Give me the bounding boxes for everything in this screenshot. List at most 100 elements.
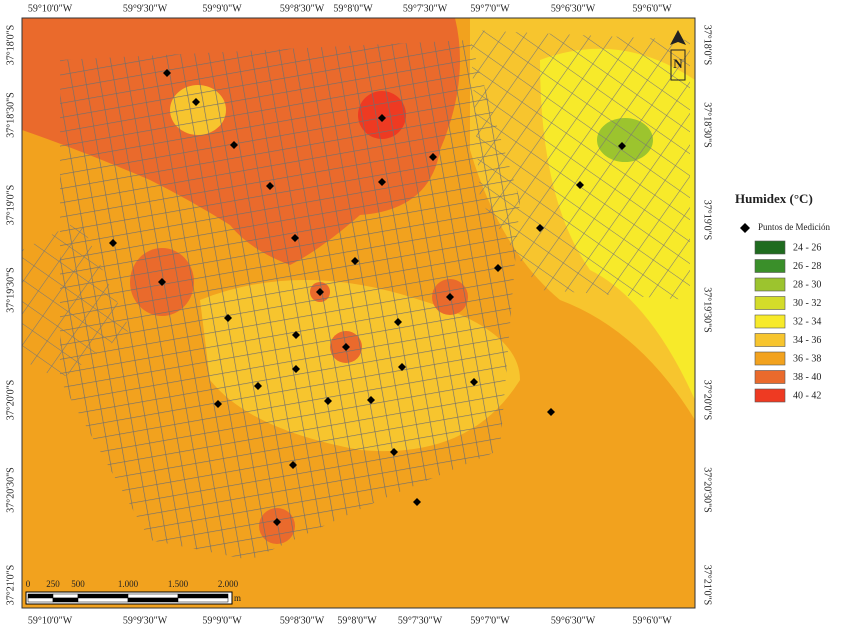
north-arrow: N (670, 30, 686, 81)
measurement-point (547, 408, 555, 416)
left-coord-label: 37°18'30"S (5, 92, 16, 137)
measurement-point (378, 178, 386, 186)
scale-label: 0 (26, 579, 31, 589)
scale-segment (127, 597, 179, 603)
legend-swatch (754, 277, 786, 292)
legend-swatch (754, 314, 786, 329)
right-coord-label: 37°20'30"S (702, 467, 713, 512)
measurement-point (109, 239, 117, 247)
top-coord-label: 59°8'30"W (280, 3, 325, 14)
scale-segment (177, 593, 229, 599)
legend-swatch (754, 259, 786, 273)
scale-segment (27, 593, 54, 599)
legend-title: Humidex (°C) (735, 191, 813, 206)
measurement-point (536, 224, 544, 232)
measurement-point (470, 378, 478, 386)
legend-label: 38 - 40 (793, 372, 821, 383)
map-frame (21, 17, 696, 609)
top-coord-label: 59°7'30"W (403, 3, 448, 14)
left-coord-label: 37°20'30"S (5, 467, 16, 512)
legend-label: 40 - 42 (793, 390, 821, 401)
measurement-point (292, 365, 300, 373)
top-coord-label: 59°8'0"W (333, 3, 373, 14)
left-coord-label: 37°20'0"S (5, 380, 16, 420)
measurement-point (618, 142, 626, 150)
measurement-point (254, 382, 262, 390)
legend-label: 30 - 32 (793, 298, 821, 309)
bottom-coord-label: 59°9'30"W (123, 615, 168, 626)
measurement-point (291, 234, 299, 242)
scale-segment (27, 597, 54, 603)
top-coord-label: 59°9'30"W (123, 3, 168, 14)
measurement-point (378, 114, 386, 122)
scale-label: 2.000 (218, 579, 239, 589)
measurement-point (266, 182, 274, 190)
bottom-coord-label: 59°6'0"W (632, 615, 672, 626)
measurement-point (158, 278, 166, 286)
left-coord-label: 37°19'30"S (5, 267, 16, 312)
measurement-point (192, 98, 200, 106)
bottom-coord-label: 59°7'0"W (470, 615, 510, 626)
measurement-points (109, 69, 626, 526)
legend-swatch (754, 370, 786, 384)
scale-label: 1.500 (168, 579, 189, 589)
legend-label: 28 - 30 (793, 279, 821, 290)
measurement-point (224, 314, 232, 322)
measurement-point (214, 400, 222, 408)
legend-swatch (754, 296, 786, 310)
left-coord-label: 37°19'0"S (5, 185, 16, 225)
bottom-coord-label: 59°7'30"W (398, 615, 443, 626)
scale-bar: 0 250 500 1.000 1.500 2.000 m (25, 579, 241, 605)
legend-label: 36 - 38 (793, 353, 821, 364)
bottom-coord-label: 59°6'30"W (551, 615, 596, 626)
measurement-point (316, 288, 324, 296)
scale-segment (77, 593, 129, 599)
north-label: N (673, 56, 683, 71)
right-coord-label: 37°18'30"S (702, 102, 713, 147)
legend-label: 34 - 36 (793, 335, 821, 346)
legend-point-symbol (740, 223, 750, 233)
scale-label: 1.000 (118, 579, 139, 589)
measurement-point (324, 397, 332, 405)
legend-label: 32 - 34 (793, 316, 821, 327)
right-coord-label: 37°18'0"S (702, 25, 713, 65)
left-coord-label: 37°21'0"S (5, 565, 16, 605)
left-coord-label: 37°18'0"S (5, 25, 16, 65)
top-coord-label: 59°6'30"W (551, 3, 596, 14)
scale-segment (52, 597, 79, 603)
scale-label: 250 (46, 579, 60, 589)
scale-unit: m (234, 593, 241, 603)
measurement-point (576, 181, 584, 189)
legend-label: 26 - 28 (793, 261, 821, 272)
map-body (22, 18, 695, 608)
measurement-point (289, 461, 297, 469)
legend-swatch (754, 351, 786, 366)
measurement-point (494, 264, 502, 272)
right-coord-label: 37°19'0"S (702, 200, 713, 240)
legend-label: 24 - 26 (793, 242, 821, 253)
bottom-coord-label: 59°8'30"W (280, 615, 325, 626)
bottom-coord-label: 59°8'0"W (337, 615, 377, 626)
measurement-point (292, 331, 300, 339)
top-coord-label: 59°7'0"W (470, 3, 510, 14)
measurement-point (398, 363, 406, 371)
measurement-point (446, 293, 454, 301)
bottom-coord-label: 59°9'0"W (202, 615, 242, 626)
legend-swatch (754, 388, 786, 403)
right-coord-label: 37°19'30"S (702, 287, 713, 332)
measurement-point (273, 518, 281, 526)
measurement-point (429, 153, 437, 161)
measurement-point (163, 69, 171, 77)
top-coord-label: 59°9'0"W (202, 3, 242, 14)
scale-segment (127, 593, 179, 599)
legend-swatch (754, 333, 786, 347)
measurement-point (342, 343, 350, 351)
right-coord-label: 37°20'0"S (702, 380, 713, 420)
bottom-coord-label: 59°10'0"W (28, 615, 73, 626)
legend-swatch (754, 240, 786, 255)
measurement-point (367, 396, 375, 404)
measurement-point (413, 498, 421, 506)
legend-point-label: Puntos de Medición (758, 222, 830, 232)
scale-segment (177, 597, 229, 603)
